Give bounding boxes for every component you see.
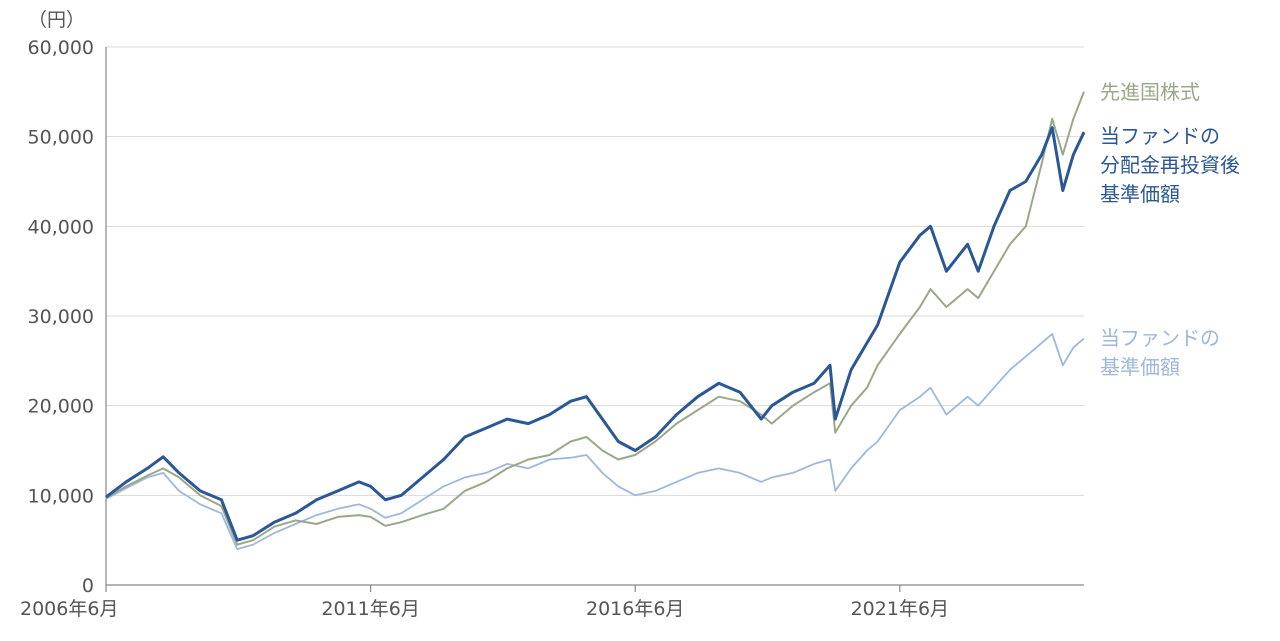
x-axis-ticks: 2006年6月 2011年6月 2016年6月 2021年6月: [20, 585, 949, 620]
series-line-0: [105, 91, 1085, 546]
series-line-2: [105, 333, 1085, 550]
x-tick-label: 2016年6月: [586, 598, 684, 620]
y-tick-label: 10,000: [28, 485, 94, 507]
series-lines: [105, 91, 1086, 550]
y-tick-label: 30,000: [28, 306, 94, 328]
legend-label-line: 基準価額: [1100, 182, 1180, 206]
y-tick-label: 20,000: [28, 396, 94, 418]
legend-label-line: 基準価額: [1100, 355, 1180, 379]
y-axis-unit-label: （円）: [28, 9, 85, 31]
legend-label-line: 当ファンドの: [1100, 326, 1220, 350]
x-tick-label: 2006年6月: [20, 598, 118, 620]
series-line-1: [105, 126, 1086, 542]
y-axis-ticks: 0 10,000 20,000 30,000 40,000 50,000 60,000: [28, 37, 94, 597]
x-tick-label: 2011年6月: [321, 598, 419, 620]
legend-label-line: 当ファンドの: [1100, 124, 1220, 148]
y-tick-label: 0: [82, 575, 94, 597]
x-tick-label: 2021年6月: [851, 598, 949, 620]
legend-label-line: 分配金再投資後: [1100, 153, 1240, 177]
legend-label-line: 先進国株式: [1100, 80, 1200, 104]
y-tick-label: 40,000: [28, 216, 94, 238]
grid-lines: [106, 46, 1084, 496]
y-tick-label: 60,000: [28, 37, 94, 59]
y-tick-label: 50,000: [28, 127, 94, 149]
